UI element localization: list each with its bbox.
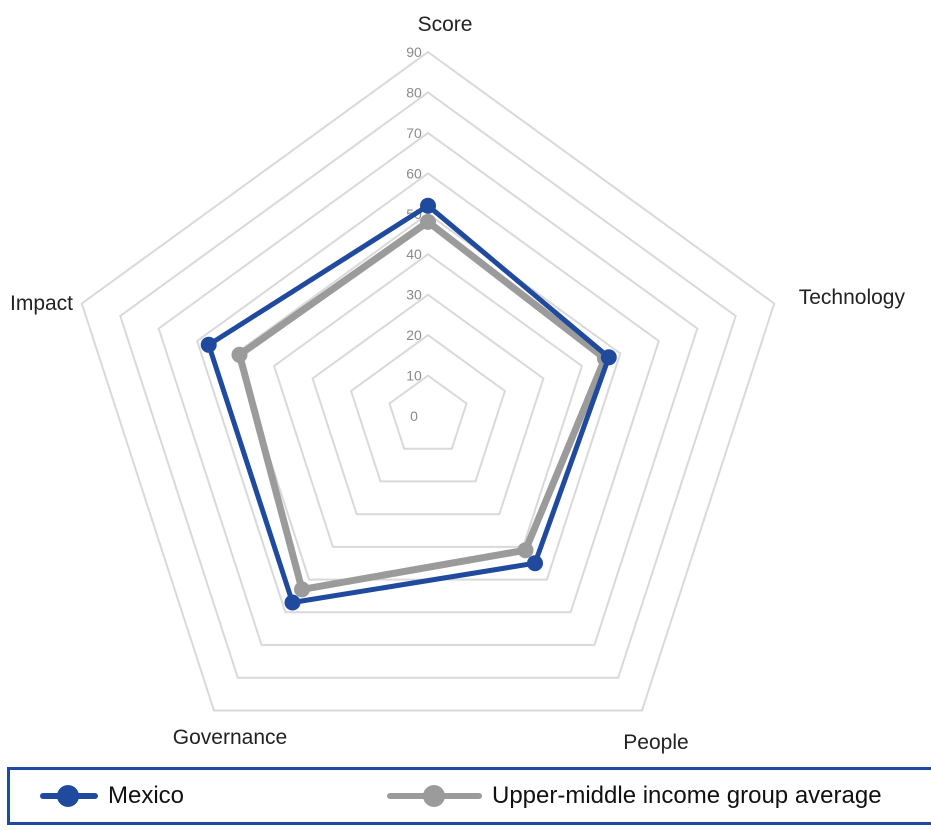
radar-grid bbox=[80, 50, 776, 712]
tick-label-20: 20 bbox=[406, 327, 422, 343]
grid-ring-40 bbox=[272, 252, 584, 548]
series-point-impact bbox=[200, 336, 217, 353]
legend-item-upper-middle-income: Upper-middle income group average bbox=[387, 770, 882, 822]
series-point-impact bbox=[231, 346, 248, 363]
legend-label-mexico: Mexico bbox=[108, 782, 185, 809]
grid-ring-80 bbox=[119, 91, 737, 679]
tick-label-90: 90 bbox=[406, 44, 422, 60]
tick-label-80: 80 bbox=[406, 84, 422, 100]
radar-series bbox=[200, 197, 617, 611]
legend-swatch-upper-middle-income bbox=[387, 784, 482, 808]
series-point-technology bbox=[600, 349, 617, 366]
grid-ring-50 bbox=[234, 212, 622, 581]
tick-label-0: 0 bbox=[410, 408, 418, 424]
series-point-score bbox=[420, 197, 436, 214]
grid-ring-20 bbox=[349, 333, 507, 483]
axis-label-score: Score bbox=[418, 13, 473, 36]
series-mexico bbox=[200, 197, 617, 611]
grid-ring-60 bbox=[196, 172, 660, 614]
grid-ring-70 bbox=[157, 131, 699, 646]
axis-label-technology: Technology bbox=[799, 286, 906, 309]
radar-axis-labels: Score Technology People Governance Impac… bbox=[10, 13, 905, 754]
axis-label-impact: Impact bbox=[10, 292, 73, 315]
legend: Mexico Upper-middle income group average bbox=[7, 767, 931, 825]
legend-label-upper-middle-income: Upper-middle income group average bbox=[492, 782, 882, 809]
tick-label-10: 10 bbox=[406, 368, 422, 384]
legend-item-mexico: Mexico bbox=[40, 770, 184, 822]
tick-label-70: 70 bbox=[406, 125, 422, 141]
series-line bbox=[236, 218, 609, 593]
series-point-people bbox=[527, 555, 543, 572]
series-point-governance bbox=[294, 581, 310, 598]
series-line bbox=[206, 203, 612, 605]
grid-ring-10 bbox=[388, 374, 468, 450]
series-point-people bbox=[517, 542, 534, 559]
series-point-governance bbox=[284, 594, 301, 611]
series-point-score bbox=[420, 213, 436, 230]
grid-ring-30 bbox=[311, 293, 545, 516]
tick-label-60: 60 bbox=[406, 165, 422, 181]
tick-label-30: 30 bbox=[406, 287, 422, 303]
tick-label-40: 40 bbox=[406, 246, 422, 262]
series-upper-middle-income bbox=[231, 213, 613, 598]
legend-swatch-mexico bbox=[40, 784, 98, 808]
axis-label-governance: Governance bbox=[173, 726, 287, 749]
axis-label-people: People bbox=[623, 731, 688, 754]
grid-ring-90 bbox=[80, 50, 776, 712]
